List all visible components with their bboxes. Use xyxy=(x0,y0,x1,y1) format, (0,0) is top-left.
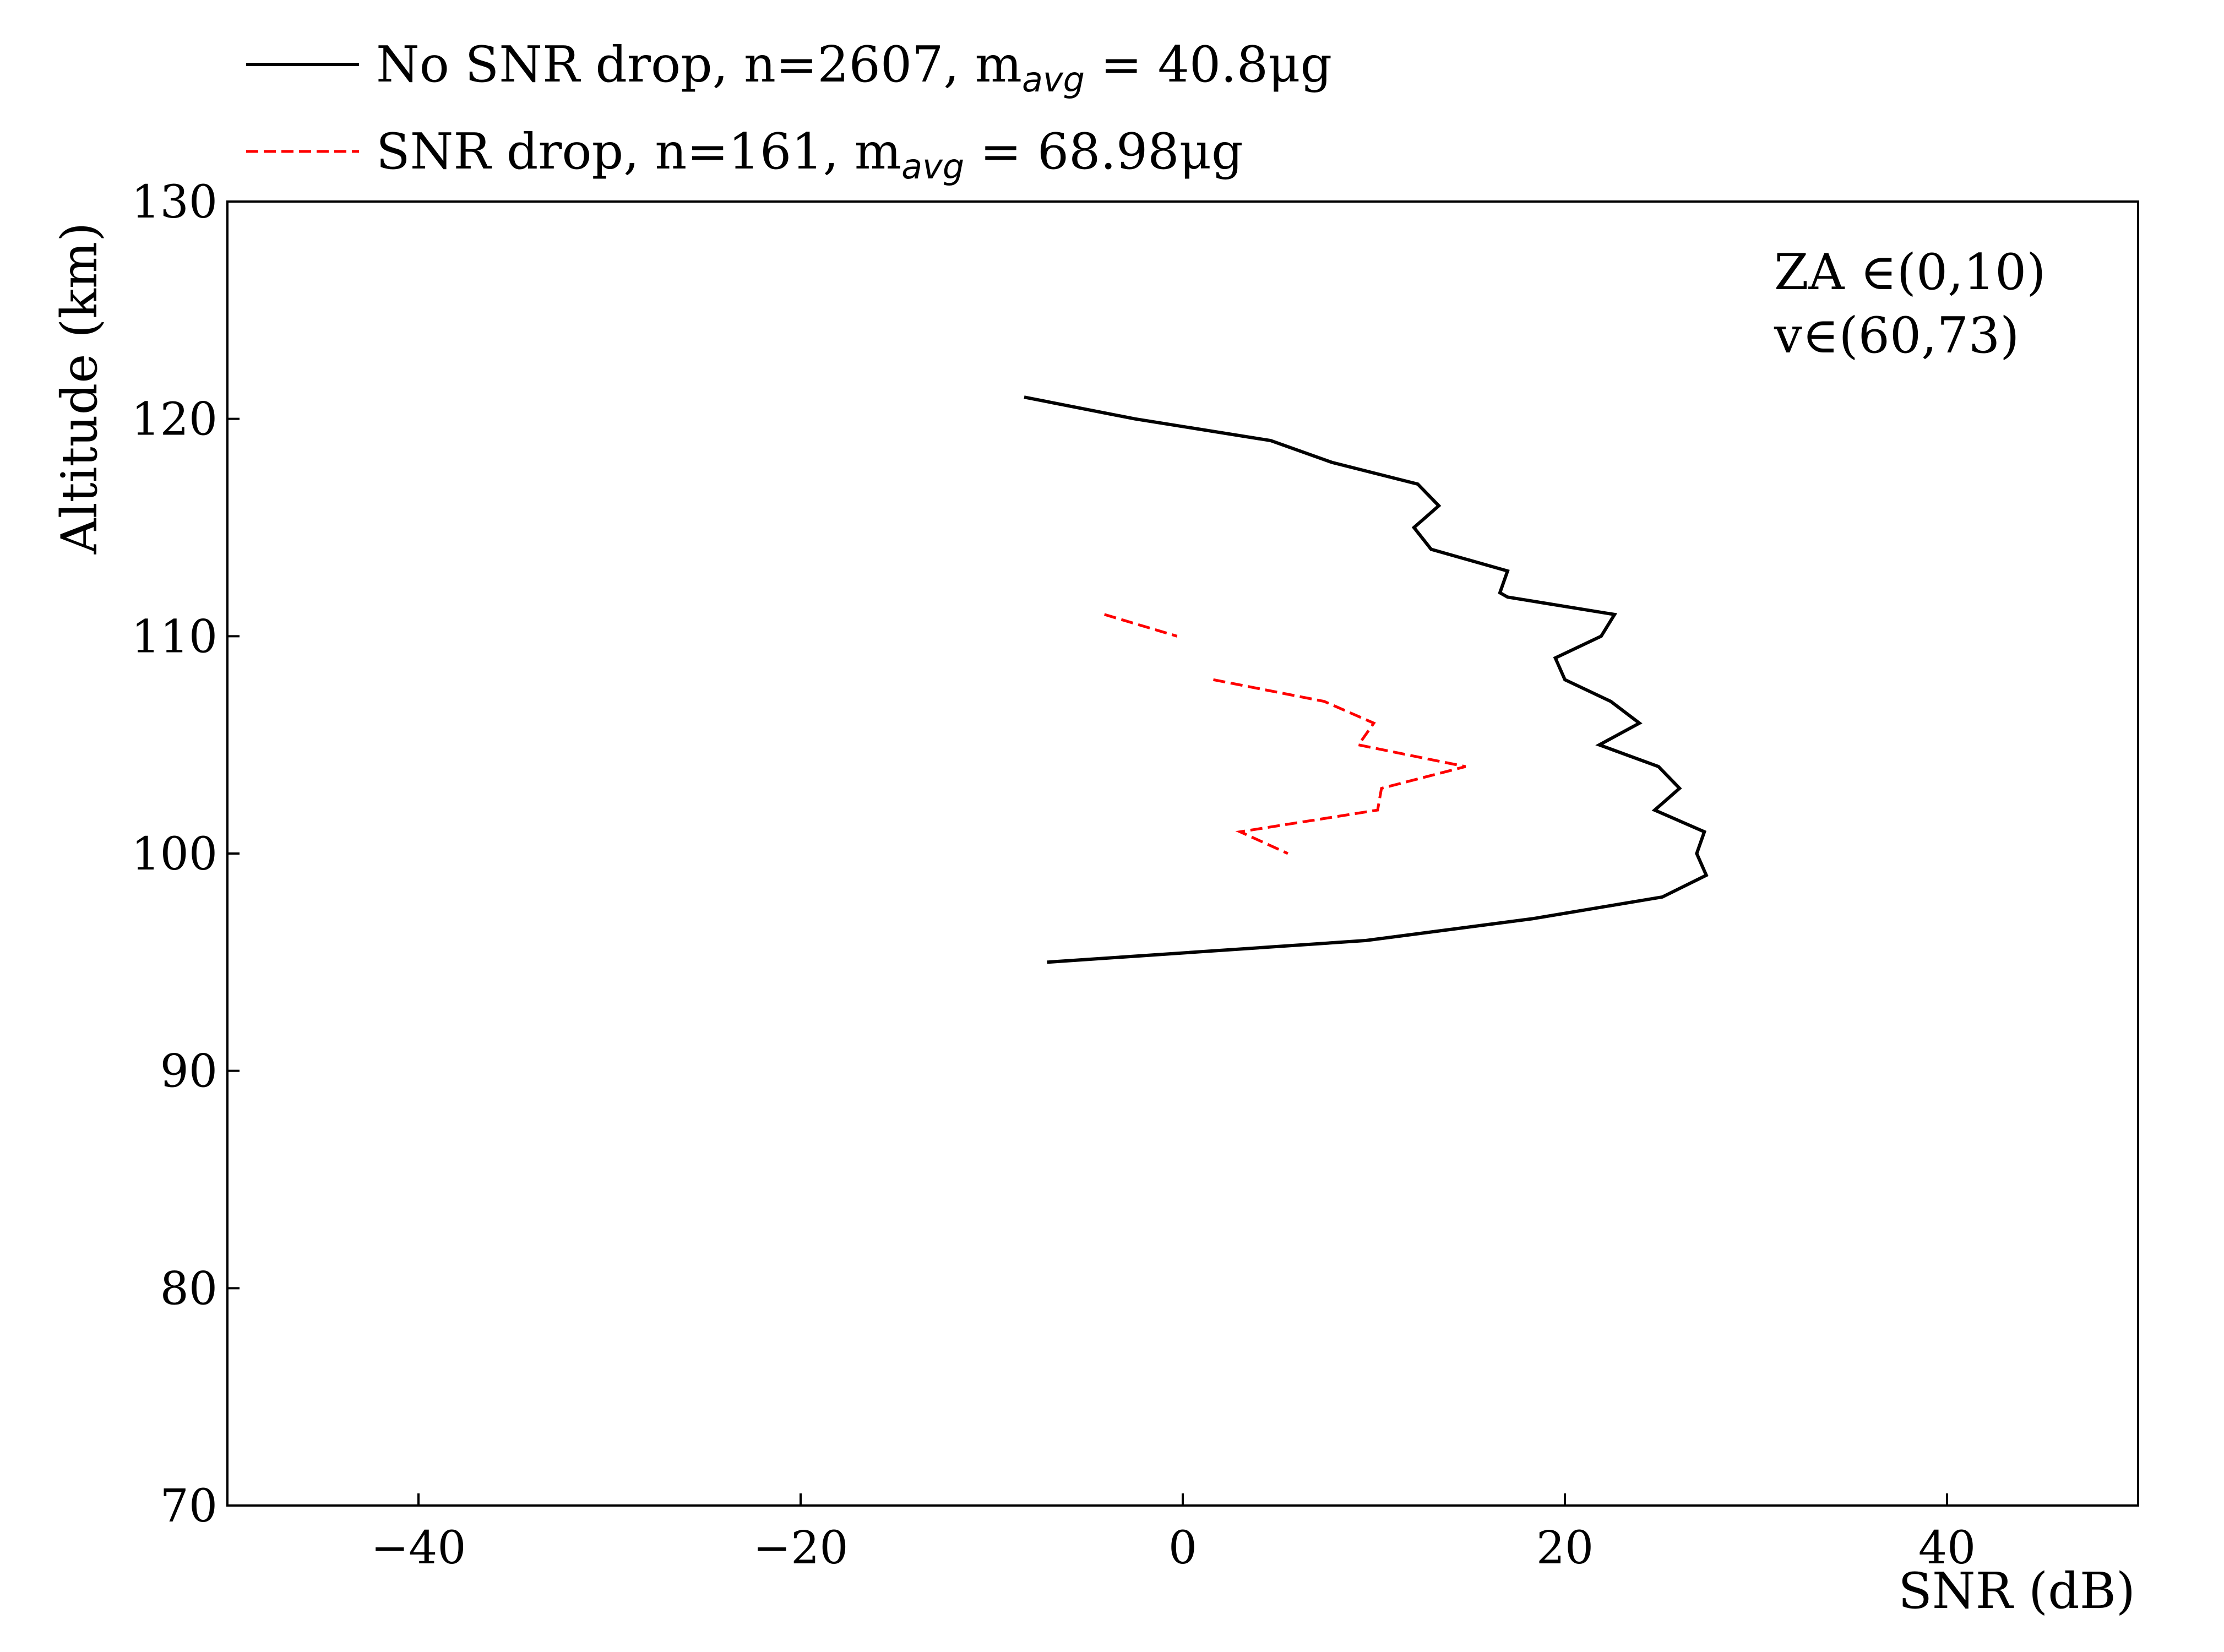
annotation-v: v∈(60,73) xyxy=(1774,307,2019,365)
series-line-no-snr-drop xyxy=(1024,395,1709,964)
y-tick-label: 130 xyxy=(131,176,217,229)
y-tick-label: 110 xyxy=(131,611,217,663)
annotation-za: ZA ∈(0,10) xyxy=(1774,243,2046,301)
y-axis: 70 80 90 100 110 120 130 xyxy=(131,176,240,1533)
x-tick-label: 40 xyxy=(1918,1522,1976,1574)
legend-label-snr-drop: SNR drop, n=161, mavg = 68.98μg xyxy=(376,123,1243,187)
legend-label-no-snr-drop: No SNR drop, n=2607, mavg = 40.8μg xyxy=(376,36,1332,100)
y-tick-label: 80 xyxy=(160,1263,217,1315)
y-axis-title: Altitude (km) xyxy=(51,222,108,555)
legend: No SNR drop, n=2607, mavg = 40.8μg SNR d… xyxy=(246,36,1332,187)
x-axis-title: SNR (dB) xyxy=(1898,1562,2135,1620)
x-axis: −40 −20 0 20 40 xyxy=(371,1493,1976,1574)
annotation: ZA ∈(0,10) v∈(60,73) xyxy=(1774,243,2046,365)
series-line-snr-drop xyxy=(1213,678,1466,855)
x-tick-label: 0 xyxy=(1168,1522,1197,1574)
y-tick-label: 120 xyxy=(131,394,217,446)
x-tick-label: −40 xyxy=(371,1522,466,1574)
y-tick-label: 90 xyxy=(160,1046,217,1098)
y-tick-label: 100 xyxy=(131,828,217,881)
series-layer xyxy=(1024,395,1709,964)
x-tick-label: 20 xyxy=(1536,1522,1594,1574)
series-line-snr-drop xyxy=(1103,613,1178,638)
plot-frame xyxy=(226,200,2139,1507)
x-tick-label: −20 xyxy=(753,1522,848,1574)
y-tick-label: 70 xyxy=(160,1480,217,1533)
